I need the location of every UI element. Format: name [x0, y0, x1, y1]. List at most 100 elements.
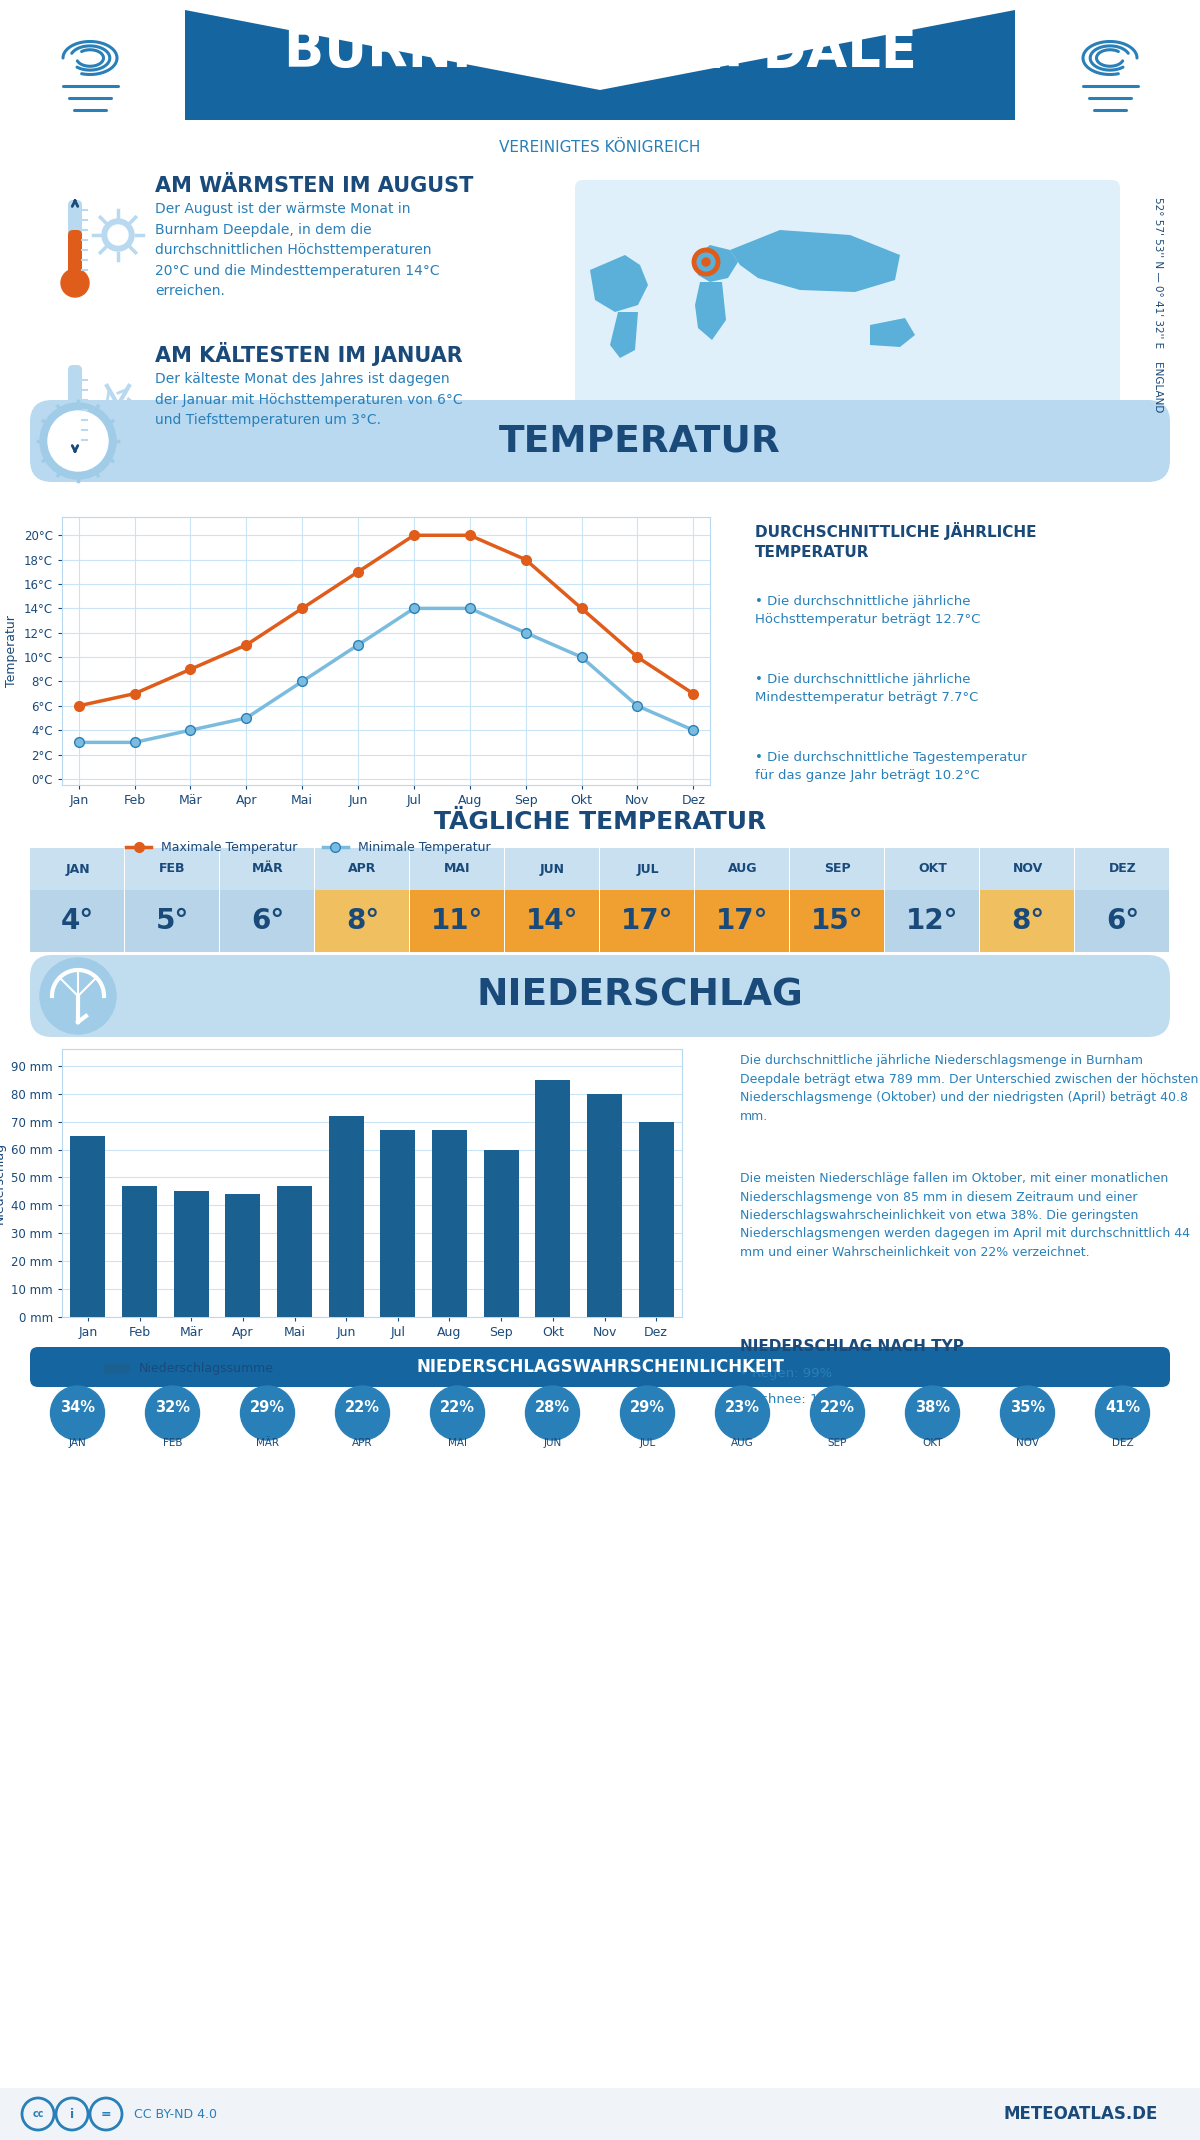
Circle shape — [61, 270, 89, 297]
Circle shape — [810, 1387, 864, 1440]
Bar — [30, 890, 124, 952]
Text: 38%: 38% — [914, 1400, 950, 1415]
Minimale Temperatur — [295, 668, 310, 693]
Polygon shape — [730, 229, 900, 291]
Maximale Temperatur — [630, 644, 644, 670]
Circle shape — [61, 434, 89, 462]
Circle shape — [50, 1387, 104, 1440]
Text: METEOATLAS.DE: METEOATLAS.DE — [1003, 2106, 1158, 2123]
Text: 29%: 29% — [250, 1400, 286, 1415]
Text: NOV: NOV — [1016, 1438, 1039, 1449]
Circle shape — [431, 1387, 485, 1440]
Text: 32%: 32% — [155, 1400, 190, 1415]
FancyBboxPatch shape — [30, 954, 1170, 1038]
Text: JUN: JUN — [544, 1438, 562, 1449]
Text: 34%: 34% — [60, 1400, 95, 1415]
Line: Minimale Temperatur: Minimale Temperatur — [74, 603, 698, 747]
Text: CC BY-ND 4.0: CC BY-ND 4.0 — [133, 2108, 216, 2121]
Text: 22%: 22% — [346, 1400, 380, 1415]
Text: cc: cc — [32, 2110, 43, 2119]
Text: 52° 57' 53'' N — 0° 41' 32'' E    ENGLAND: 52° 57' 53'' N — 0° 41' 32'' E ENGLAND — [1153, 197, 1163, 413]
Text: 23%: 23% — [725, 1400, 760, 1415]
Text: 11°: 11° — [431, 907, 484, 935]
Bar — [695, 890, 790, 952]
Bar — [886, 847, 979, 890]
Text: OKT: OKT — [923, 1438, 943, 1449]
Minimale Temperatur — [518, 621, 533, 646]
Bar — [505, 890, 599, 952]
Text: • Regen: 99%: • Regen: 99% — [740, 1367, 832, 1380]
Bar — [484, 1149, 518, 1316]
Text: NIEDERSCHLAG: NIEDERSCHLAG — [476, 978, 803, 1014]
Bar — [329, 1115, 364, 1316]
Text: 15°: 15° — [811, 907, 864, 935]
Minimale Temperatur — [239, 706, 253, 732]
FancyBboxPatch shape — [30, 400, 1170, 482]
Text: • Die durchschnittliche Tagestemperatur
für das ganze Jahr beträgt 10.2°C: • Die durchschnittliche Tagestemperatur … — [755, 751, 1027, 781]
Bar — [790, 847, 884, 890]
Text: BURNHAM DEEPDALE: BURNHAM DEEPDALE — [283, 26, 917, 77]
Maximale Temperatur — [239, 631, 253, 657]
Text: DURCHSCHNITTLICHE JÄHRLICHE
TEMPERATUR: DURCHSCHNITTLICHE JÄHRLICHE TEMPERATUR — [755, 522, 1037, 561]
Polygon shape — [695, 282, 726, 340]
Text: =: = — [101, 2108, 112, 2121]
Bar — [638, 1121, 673, 1316]
Text: AM WÄRMSTEN IM AUGUST: AM WÄRMSTEN IM AUGUST — [155, 175, 473, 197]
Legend: Maximale Temperatur, Minimale Temperatur: Maximale Temperatur, Minimale Temperatur — [121, 837, 496, 858]
Text: AUG: AUG — [727, 862, 757, 875]
Bar — [277, 1186, 312, 1316]
Minimale Temperatur — [350, 631, 365, 657]
Text: 28%: 28% — [535, 1400, 570, 1415]
Circle shape — [108, 225, 128, 244]
Circle shape — [1096, 1387, 1150, 1440]
Text: 35%: 35% — [1010, 1400, 1045, 1415]
Bar — [410, 890, 504, 952]
Minimale Temperatur — [407, 595, 421, 621]
Text: 8°: 8° — [1010, 907, 1044, 935]
Text: 5°: 5° — [156, 907, 190, 935]
Bar — [410, 847, 504, 890]
Maximale Temperatur — [575, 595, 589, 621]
Text: 17°: 17° — [622, 907, 673, 935]
Maximale Temperatur — [350, 559, 365, 584]
Text: • Schnee: 1%: • Schnee: 1% — [740, 1393, 832, 1406]
Polygon shape — [185, 11, 1015, 120]
Bar — [695, 847, 790, 890]
Text: 12°: 12° — [906, 907, 959, 935]
Bar — [220, 847, 314, 890]
Text: AUG: AUG — [731, 1438, 754, 1449]
Circle shape — [702, 259, 710, 265]
Text: Der kälteste Monat des Jahres ist dagegen
der Januar mit Höchsttemperaturen von : Der kälteste Monat des Jahres ist dagege… — [155, 372, 463, 428]
Text: FEB: FEB — [163, 1438, 182, 1449]
Maximale Temperatur — [72, 693, 86, 719]
Legend: Niederschlagssumme: Niederschlagssumme — [100, 1357, 280, 1380]
Text: AM KÄLTESTEN IM JANUAR: AM KÄLTESTEN IM JANUAR — [155, 342, 463, 366]
Text: JAN: JAN — [65, 862, 90, 875]
Line: Maximale Temperatur: Maximale Temperatur — [74, 531, 698, 710]
Bar — [314, 847, 409, 890]
FancyBboxPatch shape — [68, 199, 82, 280]
Circle shape — [715, 1387, 769, 1440]
Text: NIEDERSCHLAG NACH TYP: NIEDERSCHLAG NACH TYP — [740, 1340, 964, 1355]
Text: MAI: MAI — [444, 862, 470, 875]
Text: 41%: 41% — [1105, 1400, 1140, 1415]
Maximale Temperatur — [127, 681, 142, 706]
Bar — [980, 847, 1074, 890]
Text: Die meisten Niederschläge fallen im Oktober, mit einer monatlichen Niederschlags: Die meisten Niederschläge fallen im Okto… — [740, 1173, 1190, 1258]
FancyBboxPatch shape — [68, 229, 82, 280]
Circle shape — [40, 402, 116, 479]
Bar — [587, 1094, 622, 1316]
Circle shape — [40, 959, 116, 1034]
Text: MAI: MAI — [448, 1438, 467, 1449]
Text: 22%: 22% — [440, 1400, 475, 1415]
Polygon shape — [694, 244, 738, 282]
Y-axis label: Temperatur: Temperatur — [5, 614, 18, 687]
FancyBboxPatch shape — [68, 426, 82, 445]
Text: 6°: 6° — [251, 907, 284, 935]
Text: DEZ: DEZ — [1109, 862, 1136, 875]
Maximale Temperatur — [184, 657, 198, 683]
Polygon shape — [590, 255, 648, 312]
Text: 14°: 14° — [527, 907, 578, 935]
Bar — [505, 847, 599, 890]
Minimale Temperatur — [462, 595, 476, 621]
